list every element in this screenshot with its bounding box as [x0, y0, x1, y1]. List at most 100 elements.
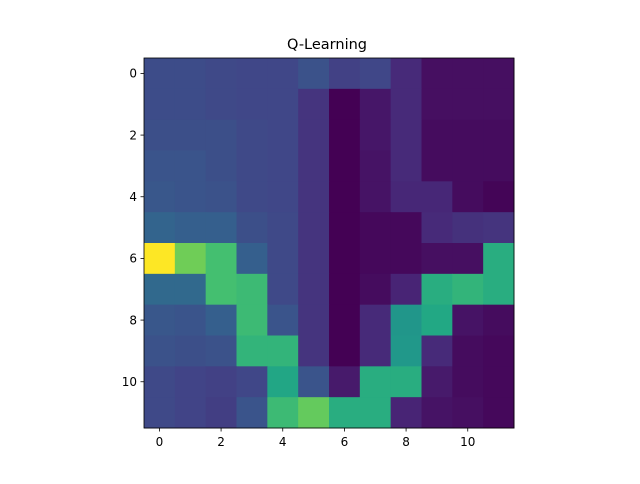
heatmap-cell — [236, 304, 268, 336]
heatmap-cell — [205, 58, 237, 90]
heatmap-cell — [298, 243, 330, 275]
heatmap-cell — [452, 150, 484, 182]
heatmap-cell — [298, 273, 330, 306]
heatmap-cell — [483, 58, 515, 90]
heatmap-cell — [205, 366, 237, 398]
heatmap-cell — [298, 335, 330, 367]
heatmap-cell — [174, 119, 207, 151]
heatmap-cell — [452, 273, 484, 306]
heatmap-cell — [298, 150, 330, 182]
plot-frame — [143, 57, 515, 429]
heatmap-cell — [144, 212, 176, 244]
heatmap-cell — [267, 150, 299, 182]
heatmap-cell — [174, 88, 207, 121]
heatmap-cell — [421, 304, 453, 336]
heatmap-cell — [483, 150, 515, 182]
heatmap-cell — [144, 335, 176, 367]
heatmap-cell — [452, 304, 484, 336]
heatmap-cell — [205, 335, 237, 367]
heatmap-cell — [174, 150, 207, 182]
heatmap-cell — [174, 304, 207, 336]
heatmap-cell — [144, 304, 176, 336]
heatmap-cell — [236, 150, 268, 182]
heatmap-cell — [144, 273, 176, 306]
heatmap-cell — [298, 304, 330, 336]
heatmap-cell — [359, 273, 392, 306]
heatmap-cell — [267, 243, 299, 275]
y-axis: 0 2 4 6 8 10 — [122, 67, 144, 389]
heatmap-cell — [267, 273, 299, 306]
heatmap-cell — [205, 181, 237, 213]
heatmap-cell — [236, 88, 268, 121]
heatmap-cell — [205, 119, 237, 151]
heatmap-cell — [421, 119, 453, 151]
heatmap-cell — [267, 335, 299, 367]
heatmap-cell — [421, 397, 453, 429]
heatmap-cell — [205, 212, 237, 244]
y-tick-label: 10 — [122, 375, 137, 389]
heatmap-cell — [329, 304, 361, 336]
heatmap-cell — [483, 119, 515, 151]
heatmap-cell — [329, 119, 361, 151]
x-tick-label: 8 — [402, 435, 410, 449]
heatmap-cell — [205, 88, 237, 121]
heatmap-cell — [144, 150, 176, 182]
heatmap-cell — [236, 119, 268, 151]
heatmap-cell — [329, 243, 361, 275]
heatmap-cell — [421, 150, 453, 182]
heatmap-cell — [205, 304, 237, 336]
heatmap-cell — [329, 366, 361, 398]
heatmap-cell — [174, 58, 207, 90]
heatmap-cell — [267, 181, 299, 213]
heatmap-cell — [390, 397, 422, 429]
x-tick-label: 10 — [460, 435, 475, 449]
heatmap-cell — [390, 212, 422, 244]
heatmap-cell — [236, 335, 268, 367]
heatmap-cell — [267, 304, 299, 336]
heatmap-cell — [298, 366, 330, 398]
heatmap-cell — [390, 88, 422, 121]
y-tick-label: 8 — [129, 313, 137, 327]
heatmap-cell — [236, 366, 268, 398]
heatmap-cell — [205, 273, 237, 306]
heatmap-cell — [359, 335, 392, 367]
heatmap-cell — [298, 119, 330, 151]
heatmap-cell — [267, 88, 299, 121]
heatmap-cell — [483, 88, 515, 121]
heatmap-cell — [483, 366, 515, 398]
heatmap-cell — [359, 397, 392, 429]
heatmap-cell — [174, 212, 207, 244]
heatmap-cell — [267, 212, 299, 244]
heatmap-cell — [174, 273, 207, 306]
y-tick-label: 6 — [129, 252, 137, 266]
heatmap-cell — [452, 397, 484, 429]
heatmap-cell — [267, 119, 299, 151]
y-tick-label: 4 — [129, 190, 137, 204]
heatmap-cell — [329, 397, 361, 429]
heatmap-cell — [390, 366, 422, 398]
heatmap-cell — [452, 181, 484, 213]
heatmap-cell — [144, 366, 176, 398]
heatmap-cell — [174, 366, 207, 398]
heatmap-cell — [144, 397, 176, 429]
heatmap-cell — [298, 181, 330, 213]
heatmap-cell — [483, 273, 515, 306]
heatmap-cell — [452, 366, 484, 398]
heatmap-cell — [452, 243, 484, 275]
heatmap-cell — [421, 335, 453, 367]
heatmap-cell — [359, 88, 392, 121]
heatmap-cell — [359, 150, 392, 182]
x-axis: 0 2 4 6 8 10 — [156, 428, 475, 449]
heatmap-cell — [174, 181, 207, 213]
heatmap-cell — [174, 243, 207, 275]
heatmap-cell — [174, 335, 207, 367]
y-tick-label: 0 — [129, 67, 137, 81]
heatmap-cell — [390, 119, 422, 151]
heatmap-cell — [236, 273, 268, 306]
heatmap-cell — [267, 366, 299, 398]
heatmap-cell — [205, 397, 237, 429]
heatmap-cell — [452, 119, 484, 151]
heatmap-cell — [483, 304, 515, 336]
heatmap-cell — [144, 119, 176, 151]
